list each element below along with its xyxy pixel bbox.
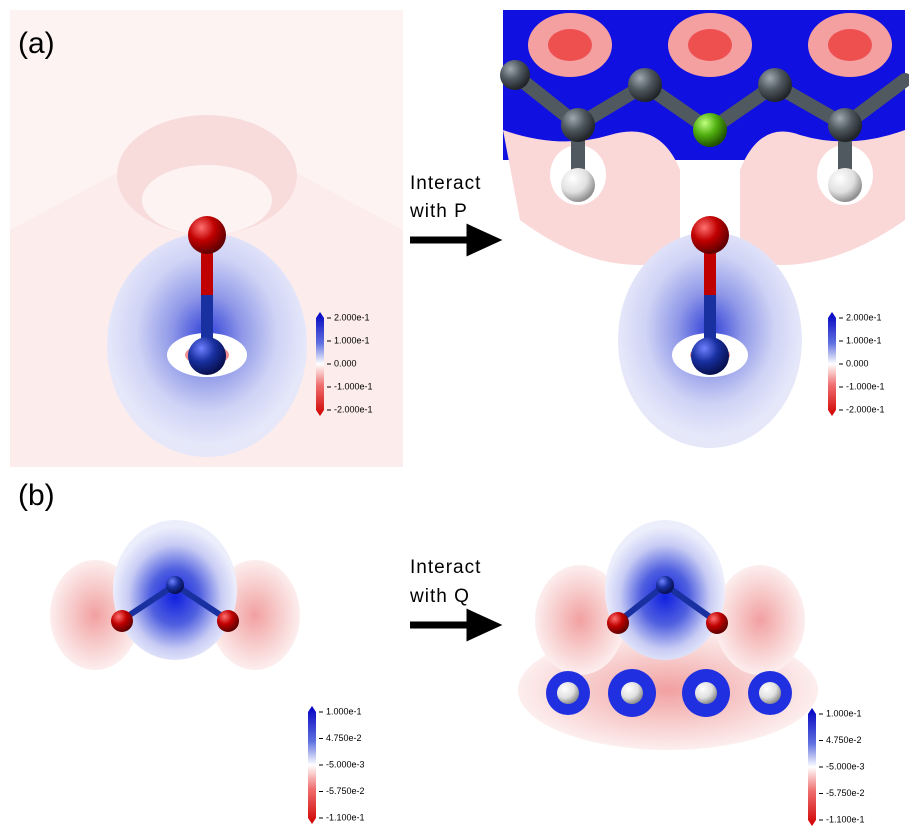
colorbar-label: -1.000e-1	[334, 381, 373, 391]
figure: (a) (b) Interact with P Interact with Q …	[0, 0, 909, 829]
colorbar-label: -5.000e-3	[826, 761, 865, 771]
colorbar	[828, 312, 836, 416]
panel-label: (a)	[18, 27, 55, 60]
colorbar-label: 1.000e-1	[846, 335, 882, 345]
colorbar-label: 0.000	[846, 358, 869, 368]
panel-a-right	[500, 10, 905, 465]
arrow	[410, 614, 494, 636]
arrow-text: with P	[409, 201, 468, 222]
colorbar-label: 1.000e-1	[826, 708, 862, 718]
colorbar-label: -2.000e-1	[334, 404, 373, 414]
colorbar-label: -1.100e-1	[826, 814, 865, 824]
colorbar-label: 4.750e-2	[826, 735, 862, 745]
colorbar	[308, 706, 316, 824]
arrow	[410, 229, 494, 251]
colorbar-label: -1.000e-1	[846, 381, 885, 391]
arrow-text: Interact	[410, 557, 481, 578]
colorbar-label: -5.750e-2	[326, 786, 365, 796]
colorbar-label: 2.000e-1	[334, 312, 370, 322]
colorbar-label: -5.750e-2	[826, 788, 865, 798]
colorbar-label: 2.000e-1	[846, 312, 882, 322]
arrow-text: with Q	[409, 586, 470, 607]
panel-a-left	[10, 10, 403, 467]
colorbar-label: -2.000e-1	[846, 404, 885, 414]
colorbar-label: -5.000e-3	[326, 759, 365, 769]
colorbar-label: 1.000e-1	[334, 335, 370, 345]
panel-label: (b)	[18, 479, 55, 512]
colorbar	[316, 312, 324, 416]
colorbar-label: 0.000	[334, 358, 357, 368]
colorbar-label: 4.750e-2	[326, 733, 362, 743]
panel-b-right	[518, 520, 818, 750]
colorbar-label: 1.000e-1	[326, 706, 362, 716]
arrow-text: Interact	[410, 173, 481, 194]
colorbar-label: -1.100e-1	[326, 812, 365, 822]
colorbar	[808, 708, 816, 826]
panel-b-left	[50, 520, 300, 670]
